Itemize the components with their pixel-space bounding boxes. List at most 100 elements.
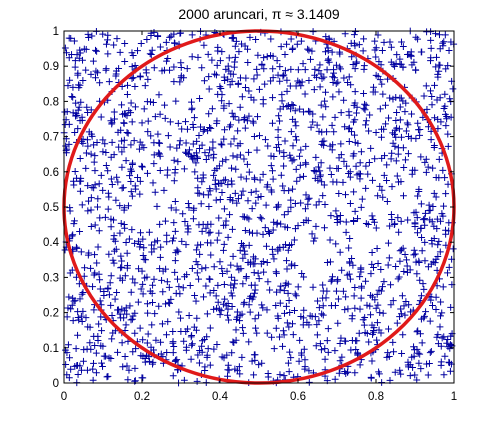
scatter-point bbox=[199, 171, 207, 179]
scatter-point bbox=[360, 35, 368, 43]
scatter-point bbox=[345, 244, 353, 252]
scatter-point bbox=[84, 109, 91, 116]
scatter-point bbox=[263, 329, 271, 337]
scatter-point bbox=[81, 264, 88, 272]
scatter-point bbox=[197, 241, 204, 249]
scatter-point bbox=[268, 333, 275, 341]
scatter-point bbox=[80, 357, 87, 365]
scatter-point bbox=[276, 333, 283, 341]
scatter-point bbox=[137, 40, 145, 47]
scatter-point bbox=[397, 94, 405, 102]
scatter-point bbox=[79, 77, 87, 84]
scatter-point bbox=[277, 282, 285, 290]
scatter-point bbox=[129, 315, 136, 323]
scatter-point bbox=[143, 36, 151, 43]
scatter-point bbox=[337, 334, 345, 342]
scatter-point bbox=[444, 269, 451, 277]
scatter-point bbox=[367, 311, 374, 319]
plot-title: 2000 aruncari, π ≈ 3.1409 bbox=[178, 6, 340, 22]
scatter-point bbox=[331, 113, 339, 121]
scatter-point bbox=[238, 191, 245, 199]
scatter-point bbox=[177, 59, 185, 67]
scatter-point bbox=[93, 259, 101, 267]
scatter-point bbox=[296, 173, 304, 181]
scatter-point bbox=[430, 144, 438, 151]
scatter-point bbox=[312, 201, 320, 209]
scatter-point bbox=[172, 249, 180, 257]
scatter-point bbox=[321, 224, 328, 232]
scatter-point bbox=[131, 329, 139, 337]
scatter-point bbox=[441, 31, 449, 39]
scatter-point bbox=[132, 103, 139, 111]
scatter-point bbox=[285, 297, 293, 304]
scatter-point bbox=[260, 65, 268, 73]
scatter-point bbox=[344, 305, 352, 313]
scatter-point bbox=[413, 328, 421, 336]
scatter-point bbox=[100, 288, 108, 295]
scatter-point bbox=[72, 99, 80, 107]
scatter-point bbox=[200, 191, 208, 199]
scatter-point bbox=[215, 214, 223, 222]
scatter-point bbox=[412, 208, 420, 216]
scatter-point bbox=[375, 368, 383, 376]
scatter-point bbox=[188, 341, 196, 349]
y-tick-label: 0.4 bbox=[43, 237, 60, 249]
scatter-point bbox=[425, 201, 433, 209]
scatter-point bbox=[83, 149, 90, 157]
scatter-point bbox=[422, 168, 430, 176]
scatter-point bbox=[390, 348, 397, 356]
scatter-point bbox=[372, 44, 380, 52]
scatter-point bbox=[89, 283, 96, 291]
scatter-point bbox=[73, 245, 81, 252]
scatter-point bbox=[70, 177, 77, 185]
scatter-point bbox=[280, 331, 288, 339]
scatter-point bbox=[63, 313, 71, 321]
scatter-point bbox=[87, 206, 95, 214]
scatter-point bbox=[367, 291, 374, 299]
scatter-point bbox=[273, 219, 281, 227]
y-tick-label: 0.6 bbox=[43, 167, 59, 179]
scatter-point bbox=[320, 73, 328, 81]
scatter-point bbox=[435, 174, 443, 182]
scatter-point bbox=[337, 212, 344, 219]
x-tick-label: 0 bbox=[61, 391, 67, 403]
scatter-point bbox=[328, 122, 336, 129]
scatter-point bbox=[85, 197, 92, 205]
scatter-point bbox=[154, 32, 162, 40]
scatter-point bbox=[126, 235, 133, 243]
scatter-point bbox=[74, 371, 82, 378]
scatter-point bbox=[117, 220, 125, 227]
scatter-point bbox=[312, 222, 320, 230]
scatter-point bbox=[150, 275, 158, 283]
scatter-point bbox=[371, 296, 379, 304]
scatter-point bbox=[82, 66, 90, 74]
scatter-point bbox=[315, 198, 323, 206]
scatter-point bbox=[414, 327, 422, 335]
scatter-point bbox=[251, 260, 259, 268]
scatter-point bbox=[424, 371, 432, 379]
scatter-point bbox=[369, 331, 376, 338]
scatter-point bbox=[386, 222, 394, 230]
scatter-point bbox=[95, 180, 103, 188]
scatter-point bbox=[184, 125, 191, 133]
scatter-point bbox=[89, 376, 97, 384]
scatter-point bbox=[422, 82, 430, 90]
scatter-point bbox=[278, 91, 286, 99]
scatter-point bbox=[335, 190, 343, 197]
scatter-point bbox=[216, 258, 224, 266]
scatter-point bbox=[131, 239, 138, 247]
scatter-point bbox=[174, 158, 182, 166]
scatter-point bbox=[393, 51, 401, 59]
scatter-point bbox=[360, 90, 367, 97]
scatter-point bbox=[144, 128, 152, 136]
scatter-point bbox=[156, 152, 164, 160]
scatter-point bbox=[276, 117, 283, 125]
scatter-point bbox=[280, 211, 288, 219]
scatter-point bbox=[286, 242, 293, 249]
scatter-point bbox=[118, 305, 126, 313]
scatter-point bbox=[87, 150, 95, 158]
scatter-point bbox=[204, 345, 212, 353]
scatter-point bbox=[97, 172, 105, 179]
scatter-point bbox=[68, 51, 75, 58]
scatter-point bbox=[396, 366, 404, 374]
